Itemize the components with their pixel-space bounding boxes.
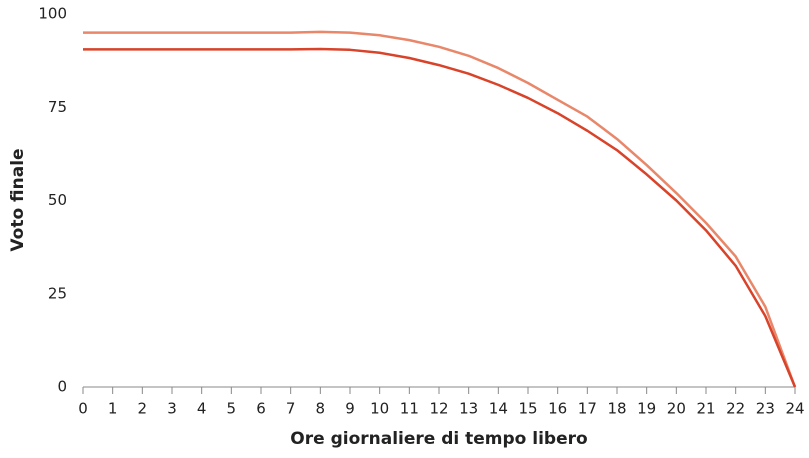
x-axis-title: Ore giornaliere di tempo libero (290, 429, 587, 449)
line-series (83, 47, 797, 388)
line-series (83, 30, 797, 388)
y-tick-label: 50 (48, 191, 67, 209)
y-tick-label: 100 (38, 5, 67, 23)
x-tick-label: 6 (256, 400, 266, 418)
x-tick-label: 13 (459, 400, 478, 418)
x-tick-label: 2 (138, 400, 148, 418)
y-axis-title: Voto finale (8, 148, 28, 251)
x-tick-label: 0 (78, 400, 88, 418)
x-tick-label: 16 (548, 400, 567, 418)
x-tick-label: 5 (227, 400, 237, 418)
x-tick-label: 11 (400, 400, 419, 418)
y-tick-label: 25 (48, 284, 67, 302)
x-tick-label: 21 (696, 400, 715, 418)
x-tick-label: 18 (607, 400, 626, 418)
y-tick-label: 0 (57, 378, 67, 396)
x-tick-label: 19 (637, 400, 656, 418)
x-tick-label: 8 (316, 400, 326, 418)
x-tick-label: 17 (578, 400, 597, 418)
x-tick-label: 23 (756, 400, 775, 418)
x-tick-label: 10 (370, 400, 389, 418)
x-tick-label: 3 (167, 400, 177, 418)
x-tick-label: 22 (726, 400, 745, 418)
x-tick-label: 4 (197, 400, 207, 418)
x-tick-label: 12 (429, 400, 448, 418)
x-tick-label: 9 (345, 400, 355, 418)
x-tick-label: 15 (518, 400, 537, 418)
x-tick-label: 14 (489, 400, 508, 418)
x-tick-label: 7 (286, 400, 296, 418)
y-tick-label: 75 (48, 98, 67, 116)
x-tick-label: 1 (108, 400, 118, 418)
x-tick-label: 20 (667, 400, 686, 418)
x-tick-label: 24 (785, 400, 804, 418)
